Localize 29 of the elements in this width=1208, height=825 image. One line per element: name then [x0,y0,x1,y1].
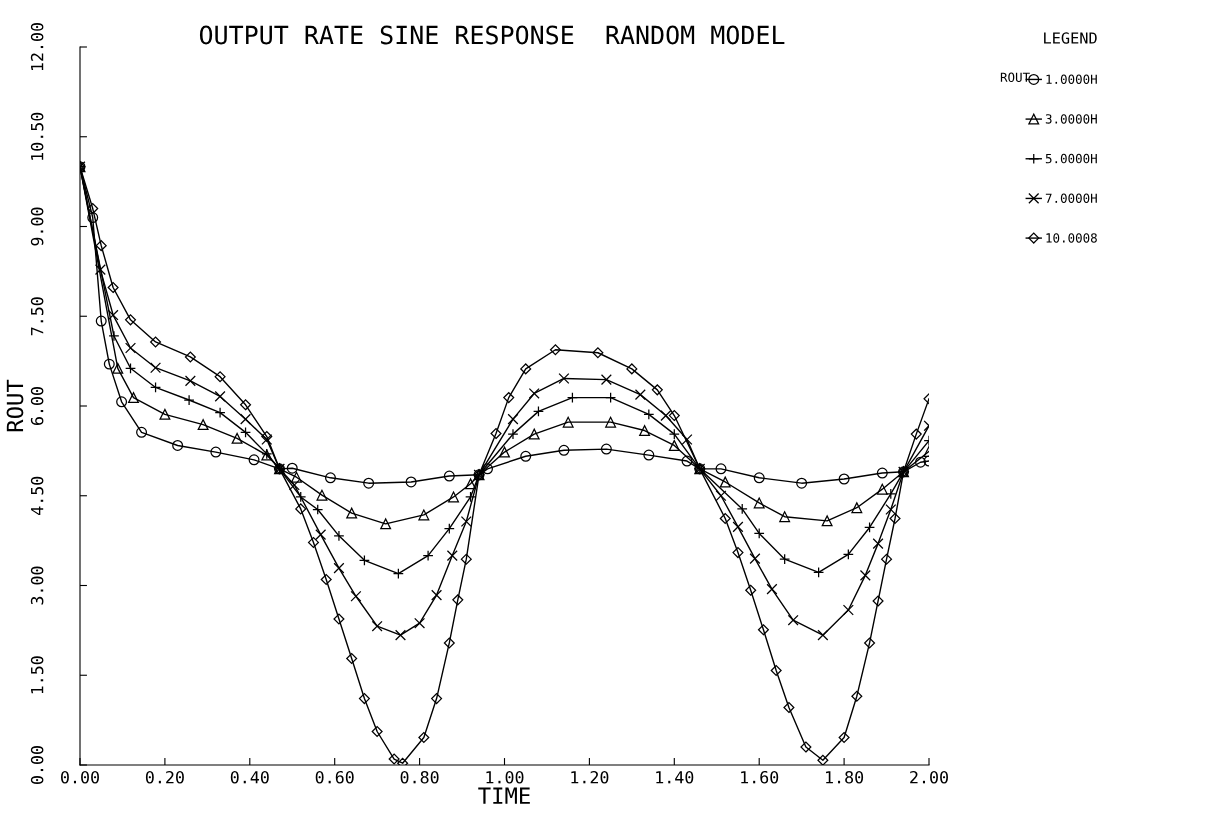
y-tick-label: 6.00 [30,387,44,425]
x-tick-label: 1.00 [486,770,524,784]
y-tick-label: 9.00 [30,207,44,246]
x-tick-label: 0.40 [230,770,269,784]
y-tick-label: 7.50 [30,297,44,336]
y-tick-label: 4.50 [30,476,44,515]
x-tick-label: 1.40 [656,770,694,784]
legend-label: 7.0000H [1045,193,1097,203]
x-tick-label: 1.20 [571,770,609,784]
x-tick-label: 0.80 [400,770,439,784]
legend-label: 3.0000H [1045,114,1097,124]
x-tick-label: 0.60 [315,770,354,784]
text: ROUT [1000,72,1030,83]
x-axis-title: TIME [478,787,530,804]
legend-label: 10.0008 [1046,233,1097,243]
legend-label: 1.0000H [1046,74,1097,84]
y-tick-label: 12.00 [30,22,44,71]
chart-title: OUTPUT RATE SINE RESPONSE RANDOM MODEL [199,25,785,45]
y-axis-title: ROUT [6,379,24,432]
y-tick-label: 10.50 [30,112,44,160]
y-tick-label: 3.00 [30,566,44,605]
x-tick-label: 0.20 [145,770,184,784]
x-tick-label: 0.00 [61,770,99,784]
x-tick-label: 2.00 [910,770,948,784]
y-tick-label: 1.50 [30,656,44,694]
legend-label: 5.0000H [1045,153,1097,164]
x-tick-label: 1.60 [741,770,779,784]
legend-title: LEGEND [1044,32,1097,44]
x-tick-label: 1.80 [826,770,864,784]
